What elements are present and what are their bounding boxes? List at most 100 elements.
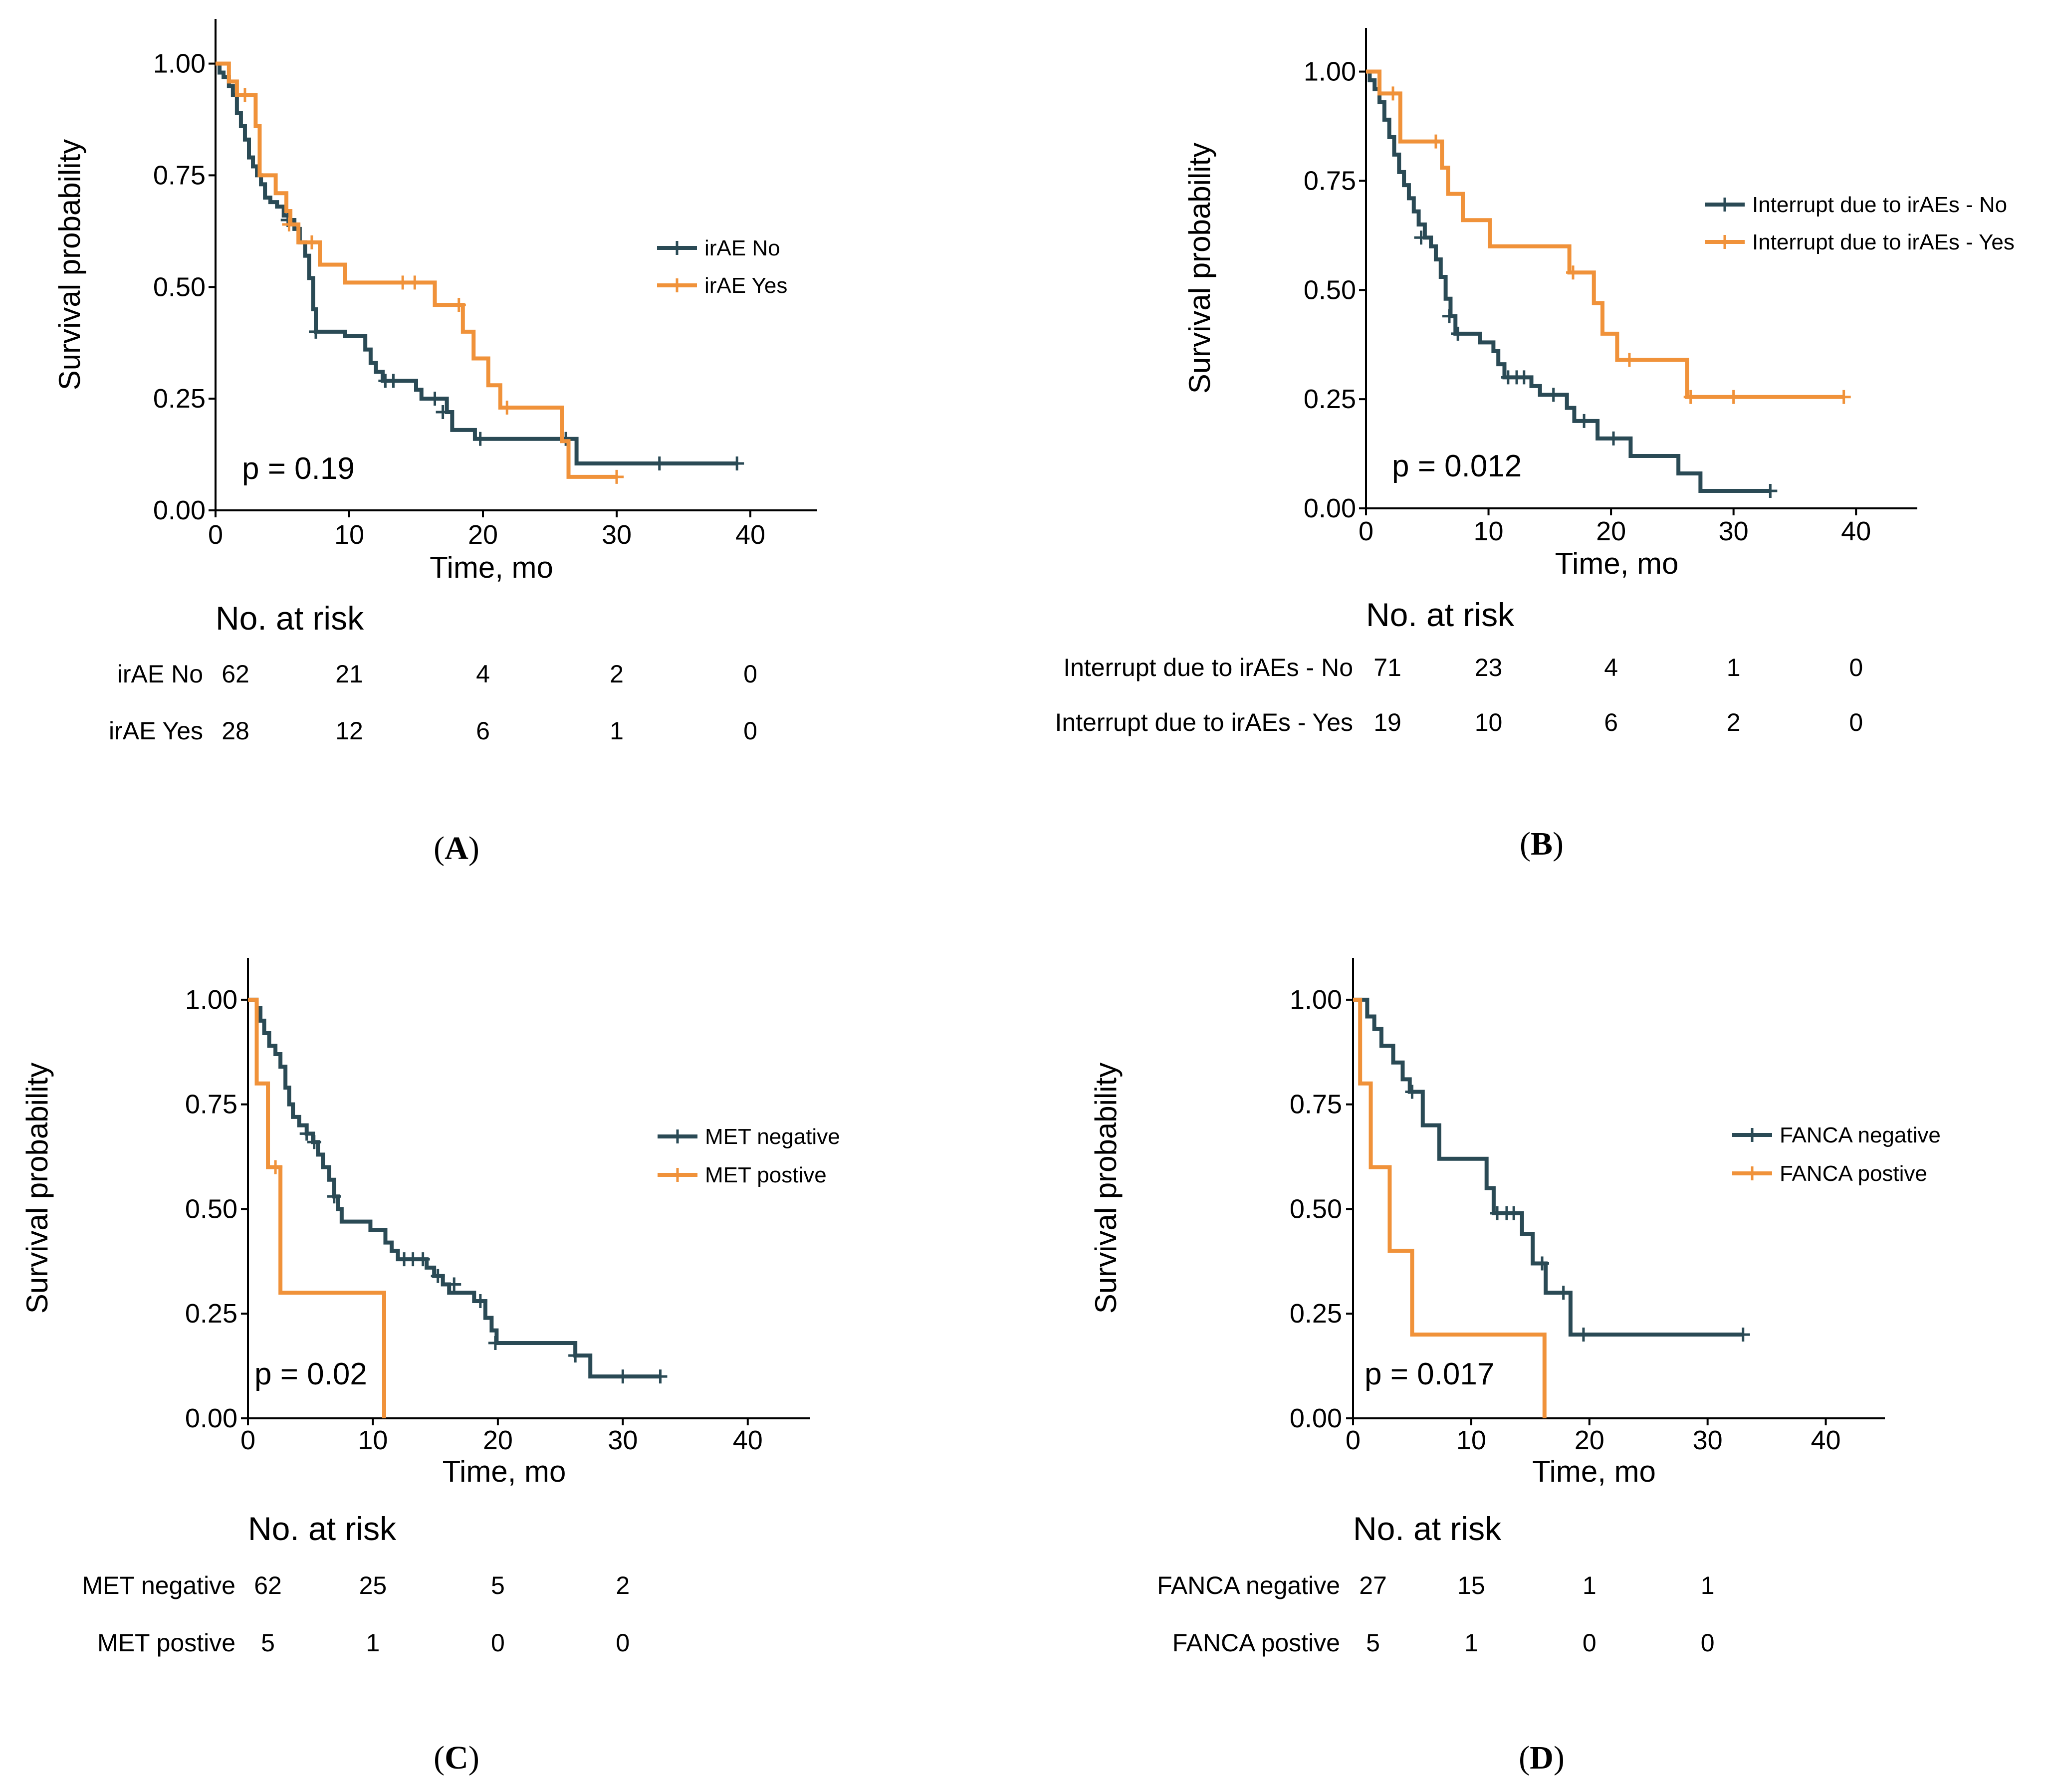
y-tick-label: 0.75: [1304, 166, 1356, 196]
censor-mark: [730, 456, 744, 470]
risk-table-title: No. at risk: [1366, 596, 1515, 633]
risk-row-label: MET negative: [82, 1571, 235, 1599]
y-tick-label: 0.25: [153, 384, 206, 414]
x-tick-label: 40: [735, 520, 765, 550]
legend-label-series-2: irAE Yes: [704, 273, 787, 298]
risk-count: 62: [222, 660, 249, 688]
panel-label: (D): [1519, 1740, 1565, 1776]
x-tick-label: 30: [608, 1425, 638, 1455]
legend-label-series-2: MET postive: [705, 1163, 827, 1187]
risk-count: 0: [1849, 708, 1863, 736]
y-axis-label: Survival probability: [1089, 1063, 1123, 1314]
x-tick-label: 0: [1359, 516, 1373, 546]
y-tick-label: 1.00: [185, 985, 237, 1015]
censor-mark: [616, 1369, 630, 1384]
censor-mark: [1763, 483, 1778, 498]
risk-count: 19: [1373, 708, 1401, 736]
censor-mark: [652, 456, 667, 470]
censor-mark: [327, 1189, 341, 1204]
panel-label: (A): [434, 830, 479, 867]
censor-mark: [431, 1269, 445, 1283]
p-value: p = 0.02: [254, 1357, 367, 1391]
risk-row-label: Interrupt due to irAEs - No: [1063, 654, 1353, 681]
y-axis-label: Survival probability: [20, 1063, 54, 1314]
risk-count: 5: [491, 1571, 505, 1599]
risk-count: 21: [335, 660, 363, 688]
censor-mark: [408, 275, 422, 290]
panel-label: (B): [1520, 826, 1564, 862]
risk-count: 62: [254, 1571, 282, 1599]
risk-count: 0: [491, 1629, 505, 1657]
censor-mark: [473, 1294, 487, 1309]
km-curve-series-1: [1366, 69, 1771, 493]
y-tick-label: 1.00: [1304, 57, 1356, 87]
risk-row-label: irAE No: [117, 660, 203, 688]
censor-mark: [299, 1126, 314, 1141]
x-tick-label: 0: [1346, 1425, 1361, 1455]
censor-mark: [1726, 390, 1741, 404]
risk-count: 2: [616, 1571, 630, 1599]
x-tick-label: 20: [468, 520, 498, 550]
y-tick-label: 0.75: [185, 1090, 237, 1120]
y-tick-label: 0.25: [1304, 384, 1356, 414]
km-curve-series-2: [248, 997, 386, 1418]
x-tick-label: 30: [1693, 1425, 1723, 1455]
y-tick-label: 0.50: [1304, 275, 1356, 305]
risk-count: 0: [616, 1629, 630, 1657]
censor-mark: [1386, 86, 1400, 101]
risk-count: 0: [743, 660, 757, 688]
risk-count: 1: [1583, 1571, 1597, 1599]
risk-count: 0: [1701, 1629, 1715, 1657]
risk-row-label: Interrupt due to irAEs - Yes: [1055, 708, 1353, 736]
legend-label-series-2: Interrupt due to irAEs - Yes: [1752, 230, 2015, 254]
km-curve-series-1: [248, 997, 661, 1379]
km-curve-series-2: [1353, 997, 1547, 1418]
p-value: p = 0.19: [242, 451, 355, 486]
risk-count: 28: [222, 717, 249, 745]
risk-count: 1: [1464, 1629, 1478, 1657]
censor-mark: [610, 469, 624, 484]
y-tick-label: 0.25: [1290, 1299, 1342, 1329]
y-tick-label: 0.00: [153, 495, 206, 525]
risk-count: 0: [1849, 654, 1863, 681]
censor-mark: [1428, 134, 1443, 149]
censor-mark: [416, 1252, 430, 1267]
censor-mark: [1517, 370, 1531, 385]
risk-count: 1: [1727, 654, 1741, 681]
censor-mark: [1442, 309, 1456, 323]
censor-mark: [1577, 414, 1592, 428]
censor-mark: [1556, 1286, 1571, 1300]
censor-mark: [568, 1348, 583, 1363]
censor-mark: [473, 432, 487, 446]
x-tick-label: 30: [1719, 516, 1749, 546]
censor-mark: [436, 405, 450, 419]
risk-count: 15: [1457, 1571, 1485, 1599]
censor-mark: [500, 401, 514, 415]
y-tick-label: 0.00: [1290, 1403, 1342, 1433]
censor-mark: [1546, 388, 1561, 402]
x-tick-label: 10: [358, 1425, 388, 1455]
risk-count: 27: [1359, 1571, 1387, 1599]
risk-row-label: FANCA postive: [1172, 1629, 1340, 1657]
risk-count: 6: [1604, 708, 1618, 736]
x-axis-label: Time, mo: [1532, 1455, 1656, 1488]
x-tick-label: 10: [1474, 516, 1504, 546]
risk-count: 2: [610, 660, 624, 688]
x-tick-label: 0: [240, 1425, 255, 1455]
x-tick-label: 40: [1841, 516, 1871, 546]
legend-label-series-1: Interrupt due to irAEs - No: [1752, 193, 2007, 217]
risk-count: 1: [610, 717, 624, 745]
censor-mark: [428, 392, 442, 406]
risk-count: 0: [743, 717, 757, 745]
censor-mark: [304, 235, 319, 249]
km-curve-series-1: [1353, 997, 1743, 1337]
risk-count: 10: [1475, 708, 1503, 736]
censor-mark: [447, 1277, 461, 1292]
censor-mark: [1622, 353, 1636, 367]
censor-mark: [268, 1160, 283, 1174]
censor-mark: [1451, 326, 1465, 341]
censor-mark: [1836, 390, 1851, 404]
censor-mark: [1414, 230, 1428, 245]
risk-table-title: No. at risk: [216, 600, 364, 637]
